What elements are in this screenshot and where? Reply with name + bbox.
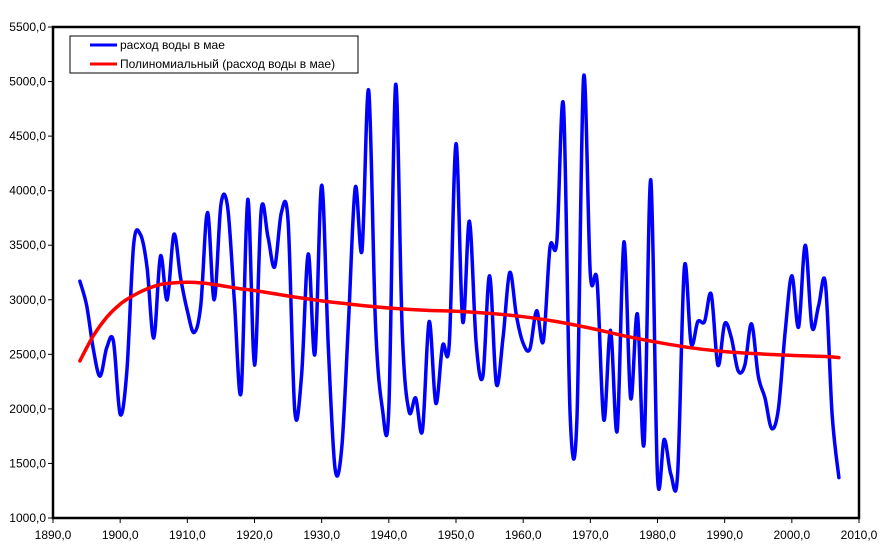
y-tick-label: 1000,0 [9,511,46,525]
y-tick-label: 3500,0 [9,238,46,252]
x-tick-label: 1990,0 [706,528,743,542]
x-tick-label: 1970,0 [572,528,609,542]
y-tick-label: 2500,0 [9,347,46,361]
x-tick-label: 1910,0 [169,528,206,542]
y-tick-label: 2000,0 [9,402,46,416]
x-tick-label: 1890,0 [35,528,72,542]
y-tick-label: 5000,0 [9,75,46,89]
y-tick-label: 5500,0 [9,20,46,34]
y-tick-label: 3000,0 [9,293,46,307]
y-tick-label: 1500,0 [9,456,46,470]
series-line-trend [78,280,841,363]
x-tick-label: 1940,0 [370,528,407,542]
legend-label-series-1: расход воды в мае [120,38,225,52]
legend: расход воды в мае Полиномиальный (расход… [69,35,359,74]
series-line-discharge [78,73,841,493]
x-tick-label: 1950,0 [438,528,475,542]
x-tick-label: 2000,0 [773,528,810,542]
x-tick-label: 1980,0 [639,528,676,542]
x-tick-label: 1920,0 [236,528,273,542]
y-tick-label: 4000,0 [9,184,46,198]
legend-label-series-2: Полиномиальный (расход воды в мае) [120,57,335,71]
y-tick-label: 4500,0 [9,129,46,143]
x-tick-label: 2010,0 [841,528,878,542]
plot-area [51,25,861,520]
x-tick-label: 1930,0 [303,528,340,542]
x-tick-label: 1900,0 [102,528,139,542]
x-tick-label: 1960,0 [505,528,542,542]
legend-box [69,35,359,74]
